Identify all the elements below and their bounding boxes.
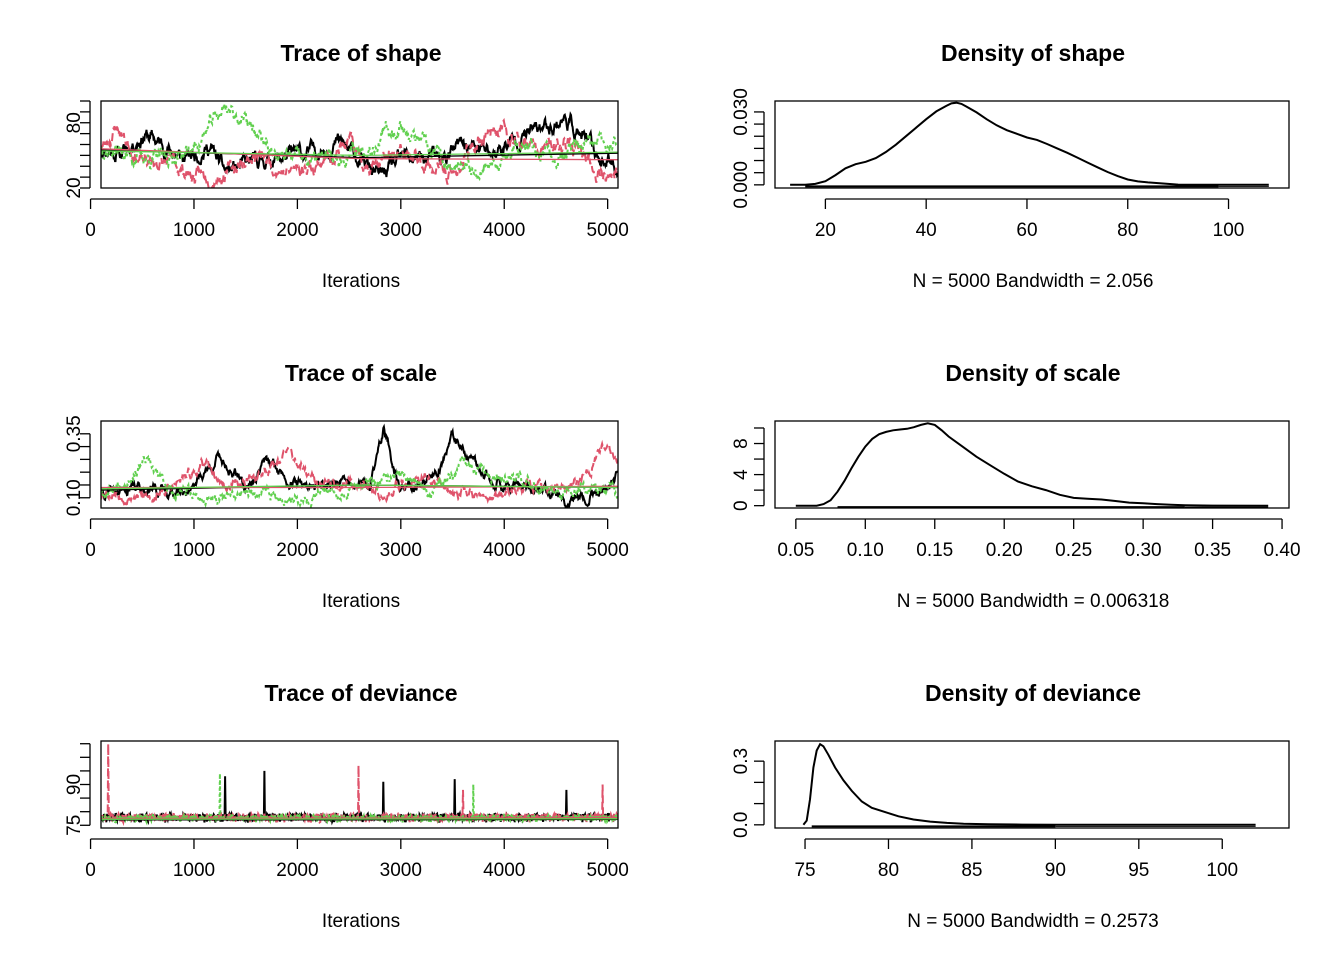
x-tick-label: 90 [1045,860,1066,881]
plot-frame [100,740,619,829]
chart-title: Density of shape [941,40,1125,66]
x-tick-label: 0.25 [1055,540,1092,561]
plot-area [101,423,618,508]
y-tick-label: 0.000 [731,161,752,209]
y-tick-label: 0.0 [731,812,752,838]
x-axis-label: N = 5000 Bandwidth = 2.056 [913,271,1154,292]
trace-series-3 [101,773,618,826]
plot-area [790,101,1269,188]
smooth-line-3 [101,150,618,157]
plot-frame [774,100,1290,189]
y-tick-label: 0 [731,500,752,511]
trace-series-3 [101,103,618,184]
y-tick-label: 0.3 [731,748,752,774]
plot-frame [774,420,1290,509]
x-tick-label: 75 [794,860,815,881]
x-tick-label: 0.10 [847,540,884,561]
x-tick-label: 0 [85,220,96,241]
x-tick-label: 60 [1016,220,1037,241]
x-tick-label: 1000 [173,220,215,241]
density-curve [790,101,1269,186]
x-axis-label: Iterations [322,591,400,612]
x-tick-label: 2000 [276,540,318,561]
x-tick-label: 3000 [380,540,422,561]
x-tick-label: 2000 [276,220,318,241]
y-tick-label: 75 [64,815,85,836]
trace-series-2 [101,439,618,508]
x-tick-label: 95 [1128,860,1149,881]
chart-title: Trace of shape [280,40,441,66]
y-tick-label: 80 [64,112,85,133]
plot-frame [100,100,619,189]
x-tick-label: 3000 [380,220,422,241]
x-tick-label: 80 [878,860,899,881]
trace-series-2 [101,743,618,827]
x-tick-label: 100 [1213,220,1245,241]
plot-frame [100,420,619,509]
x-tick-label: 0.15 [916,540,953,561]
chart-title: Trace of deviance [264,680,457,706]
y-tick-label: 4 [731,469,752,480]
x-tick-label: 1000 [173,540,215,561]
x-tick-label: 5000 [587,860,629,881]
x-tick-label: 4000 [483,540,525,561]
panel-density-deviance: Density of deviance N = 5000 Bandwidth =… [731,680,1290,932]
plot-frame [774,740,1290,829]
x-tick-label: 20 [815,220,836,241]
plot-area [101,743,618,827]
x-tick-label: 0.40 [1264,540,1301,561]
y-tick-label: 0.10 [64,479,85,516]
y-tick-label: 0.030 [731,88,752,136]
x-tick-label: 85 [961,860,982,881]
panel-density-shape: Density of shape N = 5000 Bandwidth = 2.… [731,40,1290,292]
x-axis-label: N = 5000 Bandwidth = 0.2573 [907,911,1158,932]
plot-area [795,422,1269,508]
x-tick-label: 80 [1117,220,1138,241]
x-tick-label: 0 [85,540,96,561]
x-tick-label: 5000 [587,540,629,561]
trace-series-1 [101,423,618,508]
smooth-line-3 [101,818,618,820]
x-tick-label: 0.30 [1125,540,1162,561]
x-tick-label: 2000 [276,860,318,881]
y-tick-label: 90 [64,774,85,795]
x-tick-label: 100 [1206,860,1238,881]
x-tick-label: 5000 [587,220,629,241]
panel-density-scale: Density of scale N = 5000 Bandwidth = 0.… [731,360,1301,612]
x-tick-label: 0.20 [986,540,1023,561]
density-curve [802,742,1256,826]
chart-title: Trace of scale [285,360,437,386]
x-tick-label: 0.05 [777,540,814,561]
y-tick-label: 8 [731,438,752,449]
smooth-line-3 [101,484,618,490]
x-tick-label: 0.35 [1194,540,1231,561]
density-curve [795,422,1269,507]
chart-title: Density of deviance [925,680,1141,706]
x-tick-label: 40 [916,220,937,241]
x-tick-label: 3000 [380,860,422,881]
trace-series-1 [101,111,618,179]
y-tick-label: 0.35 [64,415,85,452]
plot-area [802,742,1256,828]
plot-area [101,103,618,188]
panel-trace-scale: Trace of scale Iterations 0 1000 2000 3000 4… [64,360,629,612]
x-tick-label: 1000 [173,860,215,881]
x-tick-label: 4000 [483,860,525,881]
chart-title: Density of scale [945,360,1120,386]
x-axis-label: Iterations [322,911,400,932]
x-tick-label: 4000 [483,220,525,241]
panel-trace-shape: Trace of shape Iterations 0 1000 2000 3000 4… [64,40,629,292]
x-axis-label: N = 5000 Bandwidth = 0.006318 [897,591,1170,612]
x-tick-label: 0 [85,860,96,881]
smooth-line-2 [101,817,618,820]
panel-trace-deviance: Trace of deviance Iterations 0 1000 2000 30… [64,680,629,932]
y-tick-label: 20 [64,177,85,198]
x-axis-label: Iterations [322,271,400,292]
